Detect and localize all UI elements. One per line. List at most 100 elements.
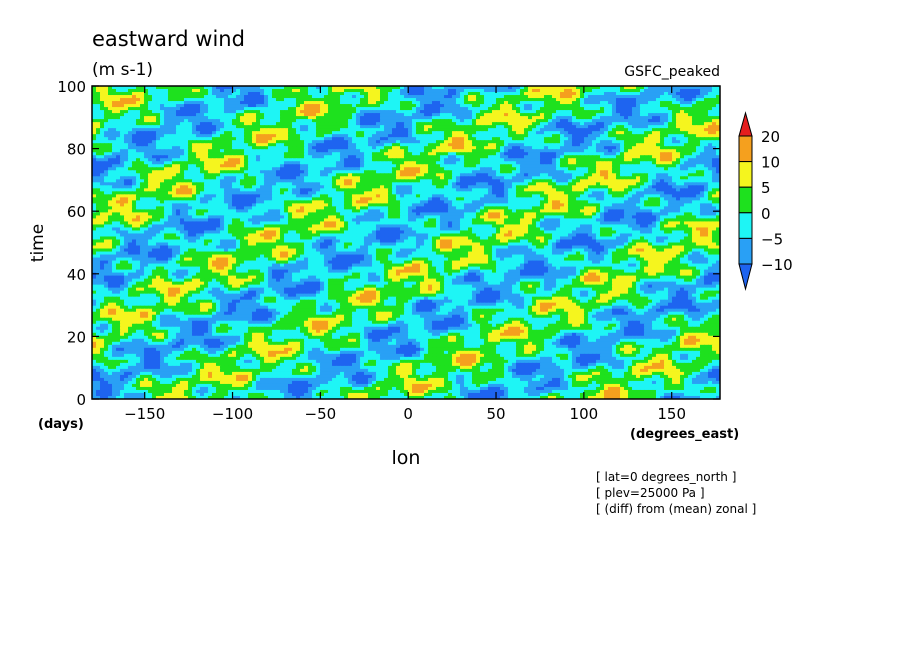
heatmap-cell <box>124 113 129 117</box>
heatmap-cell <box>600 107 605 111</box>
heatmap-cell <box>132 92 137 96</box>
heatmap-cell <box>108 98 113 102</box>
heatmap-cell <box>620 104 625 108</box>
heatmap-cell <box>192 107 197 111</box>
heatmap-cell <box>652 98 657 102</box>
heatmap-cell <box>272 101 277 105</box>
heatmap-cell <box>440 107 445 111</box>
heatmap-cell <box>716 89 720 93</box>
heatmap-cell <box>588 104 593 108</box>
heatmap-cell <box>456 89 461 93</box>
heatmap-cell <box>248 101 253 105</box>
heatmap-cell <box>144 86 149 90</box>
heatmap-cell <box>164 92 169 96</box>
heatmap-cell <box>164 116 169 120</box>
heatmap-cell <box>564 113 569 117</box>
heatmap-cell <box>684 101 689 105</box>
heatmap-cell <box>476 92 481 96</box>
heatmap-cell <box>368 92 373 96</box>
heatmap-cell <box>152 116 157 120</box>
heatmap-cell <box>684 104 689 108</box>
heatmap-cell <box>608 113 613 117</box>
heatmap-cell <box>232 101 237 105</box>
heatmap-cell <box>284 107 289 111</box>
heatmap-cell <box>672 113 677 117</box>
heatmap-cell <box>612 86 617 90</box>
heatmap-cell <box>244 86 249 90</box>
heatmap-cell <box>136 92 141 96</box>
heatmap-cell <box>212 110 217 114</box>
heatmap-cell <box>508 95 513 99</box>
heatmap-cell <box>432 95 437 99</box>
heatmap-cell <box>680 95 685 99</box>
heatmap-cell <box>656 104 661 108</box>
heatmap-cell <box>288 95 293 99</box>
heatmap-cell <box>288 104 293 108</box>
heatmap-cell <box>548 89 553 93</box>
heatmap-cell <box>544 92 549 96</box>
heatmap-cell <box>676 104 681 108</box>
heatmap-cell <box>640 107 645 111</box>
heatmap-cell <box>448 95 453 99</box>
heatmap-cell <box>328 86 333 90</box>
heatmap-cell <box>180 95 185 99</box>
heatmap-cell <box>384 86 389 90</box>
heatmap-cell <box>516 92 521 96</box>
heatmap-cell <box>348 113 353 117</box>
heatmap-cell <box>504 107 509 111</box>
heatmap-cell <box>660 101 665 105</box>
heatmap-cell <box>292 113 297 117</box>
heatmap-cell <box>500 92 505 96</box>
heatmap-cell <box>148 119 153 123</box>
heatmap-cell <box>608 101 613 105</box>
heatmap-cell <box>268 89 273 93</box>
heatmap-cell <box>688 104 693 108</box>
heatmap-cell <box>624 92 629 96</box>
heatmap-cell <box>140 107 145 111</box>
heatmap-cell <box>592 113 597 117</box>
heatmap-cell <box>704 110 709 114</box>
heatmap-cell <box>112 92 117 96</box>
heatmap-cell <box>224 113 229 117</box>
heatmap-cell <box>556 98 561 102</box>
heatmap-cell <box>540 110 545 114</box>
heatmap-cell <box>168 107 173 111</box>
heatmap-cell <box>596 107 601 111</box>
heatmap-cell <box>200 104 205 108</box>
heatmap-cell <box>420 107 425 111</box>
heatmap-cell <box>328 104 333 108</box>
heatmap-cell <box>468 95 473 99</box>
heatmap-cell <box>680 89 685 93</box>
heatmap-cell <box>212 92 217 96</box>
heatmap-cell <box>616 98 621 102</box>
heatmap-cell <box>568 113 573 117</box>
heatmap-cell <box>136 86 141 90</box>
heatmap-cell <box>700 95 705 99</box>
heatmap-cell <box>600 110 605 114</box>
heatmap-cell <box>692 107 697 111</box>
heatmap-cell <box>212 98 217 102</box>
heatmap-cell <box>180 86 185 90</box>
heatmap-cell <box>480 86 485 90</box>
heatmap-cell <box>136 104 141 108</box>
heatmap-cell <box>336 107 341 111</box>
heatmap-cell <box>676 116 681 120</box>
heatmap-cell <box>488 89 493 93</box>
heatmap-cell <box>572 107 577 111</box>
heatmap-cell <box>584 95 589 99</box>
heatmap-cell <box>492 104 497 108</box>
heatmap-cell <box>100 113 105 117</box>
heatmap-cell <box>708 104 713 108</box>
heatmap-cell <box>572 113 577 117</box>
heatmap-cell <box>552 110 557 114</box>
heatmap-cell <box>424 95 429 99</box>
heatmap-cell <box>376 92 381 96</box>
heatmap-cell <box>220 98 225 102</box>
heatmap-cell <box>568 104 573 108</box>
heatmap-cell <box>424 107 429 111</box>
heatmap-cell <box>556 113 561 117</box>
heatmap-cell <box>420 92 425 96</box>
heatmap-cell <box>360 98 365 102</box>
heatmap-cell <box>628 113 633 117</box>
heatmap-cell <box>532 95 537 99</box>
